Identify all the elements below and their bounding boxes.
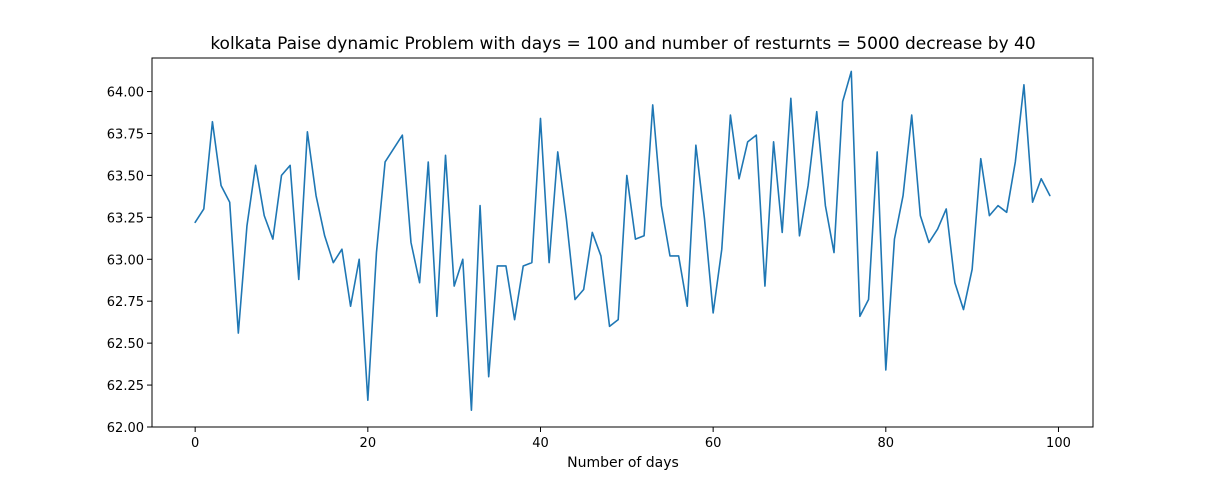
series-line <box>194 70 1051 412</box>
y-tick-label: 62.50 <box>107 337 144 352</box>
y-tick-label: 62.75 <box>107 295 144 310</box>
y-tick-label: 63.50 <box>107 169 144 184</box>
y-tick-label: 63.25 <box>107 211 144 226</box>
x-tick-label: 40 <box>532 436 549 451</box>
chart-title: kolkata Paise dynamic Problem with days … <box>210 34 1035 54</box>
x-tick-label: 60 <box>705 436 722 451</box>
axis-ticks: 0 20 40 60 80 100 62.00 62.25 62.50 62.75 63.00 63.… <box>107 86 1071 451</box>
x-tick-label: 0 <box>191 436 199 451</box>
x-tick-label: 100 <box>1046 436 1071 451</box>
y-tick-label: 64.00 <box>107 86 144 101</box>
x-tick-label: 20 <box>360 436 377 451</box>
plot-frame <box>151 57 1094 428</box>
y-tick-label: 62.00 <box>107 421 144 436</box>
x-tick-label: 80 <box>878 436 895 451</box>
x-axis-label: Number of days <box>567 455 679 471</box>
y-tick-label: 62.25 <box>107 379 144 394</box>
y-tick-label: 63.00 <box>107 253 144 268</box>
plot-area <box>194 70 1051 412</box>
y-tick-label: 63.75 <box>107 127 144 142</box>
